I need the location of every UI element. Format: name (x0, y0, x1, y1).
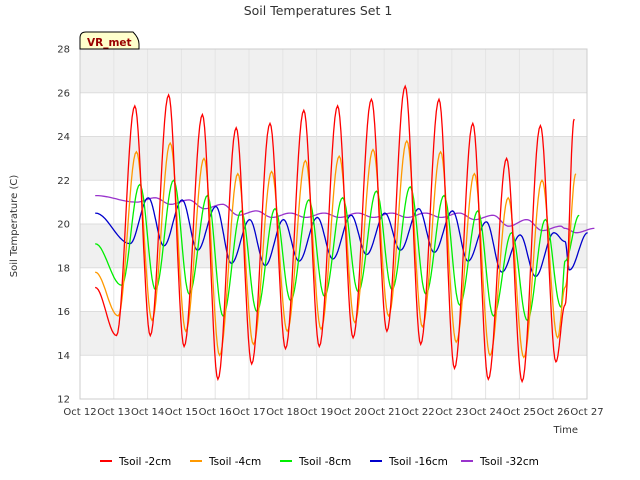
x-tick-label: Oct 17 (232, 407, 265, 418)
x-tick-label: Oct 18 (266, 407, 299, 418)
x-tick-label: Oct 26 (537, 407, 570, 418)
legend-label: Tsoil -2cm (118, 456, 171, 468)
series-line (95, 179, 580, 322)
y-axis-label: Soil Temperature (C) (9, 175, 20, 278)
badge-shape (79, 31, 140, 50)
x-tick-label: Oct 22 (401, 407, 434, 418)
y-axis-ticks: 12 14 16 18 20 22 24 26 28 (57, 45, 70, 406)
chart-title: Soil Temperatures Set 1 (244, 3, 393, 18)
x-tick-label: Oct 14 (131, 407, 164, 418)
y-tick-label: 12 (57, 395, 70, 406)
site-badge: VR_met (79, 31, 140, 50)
x-tick-label: Oct 13 (97, 407, 130, 418)
y-tick-label: 26 (57, 88, 70, 99)
legend-label: Tsoil -32cm (479, 456, 539, 468)
background-band (80, 136, 587, 181)
x-tick-label: Oct 16 (199, 407, 232, 418)
y-tick-label: 18 (57, 263, 70, 274)
x-tick-label: Oct 25 (503, 407, 536, 418)
y-tick-label: 22 (57, 176, 70, 187)
x-tick-label: Oct 27 (570, 407, 603, 418)
x-tick-label: Oct 20 (334, 407, 367, 418)
y-tick-label: 24 (57, 132, 70, 143)
x-tick-label: Oct 12 (63, 407, 96, 418)
y-tick-label: 14 (57, 351, 70, 362)
background-band (80, 49, 587, 93)
legend-label: Tsoil -16cm (388, 456, 448, 468)
y-tick-label: 20 (57, 220, 70, 231)
x-tick-label: Oct 21 (368, 407, 401, 418)
x-axis-ticks: Oct 12 Oct 13 Oct 14 Oct 15 Oct 16 Oct 17 Oct … (63, 407, 603, 418)
x-tick-label: Oct 15 (165, 407, 198, 418)
series-lines (94, 84, 595, 384)
background-band (80, 311, 587, 356)
y-tick-label: 28 (57, 45, 70, 56)
legend-label: Tsoil -4cm (208, 456, 261, 468)
y-tick-label: 16 (57, 307, 70, 318)
legend: Tsoil -2cm Tsoil -4cm Tsoil -8cm Tsoil -16c… (100, 456, 539, 468)
legend-label: Tsoil -8cm (298, 456, 351, 468)
x-tick-label: Oct 23 (435, 407, 468, 418)
badge-label: VR_met (87, 37, 132, 49)
x-tick-label: Oct 24 (469, 407, 502, 418)
x-axis-label: Time (553, 425, 578, 436)
x-tick-label: Oct 19 (300, 407, 333, 418)
plot-area (79, 48, 588, 400)
series-line (94, 84, 575, 384)
